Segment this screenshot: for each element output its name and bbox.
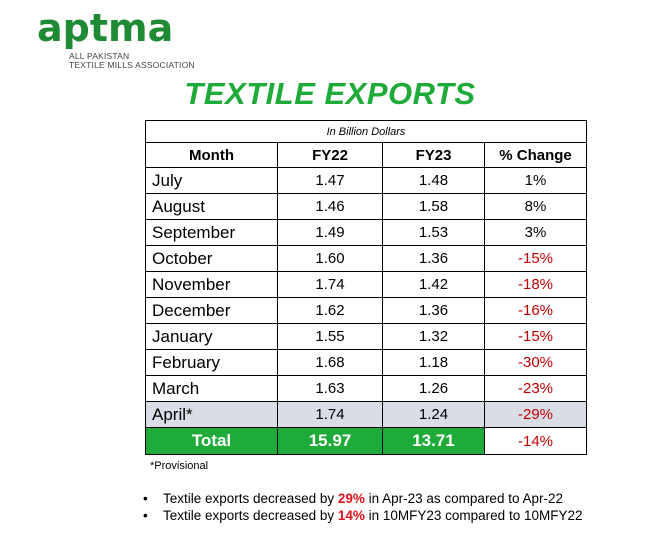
change-cell: -29%: [484, 401, 587, 428]
fy22-cell: 1.49: [277, 219, 383, 246]
page-title: TEXTILE EXPORTS: [184, 76, 476, 111]
fy23-cell: 1.48: [382, 167, 485, 194]
table-row: July 1.47 1.48 1%: [145, 167, 587, 194]
fy23-cell: 1.36: [382, 245, 485, 272]
month-cell: April*: [145, 401, 278, 428]
change-cell: -16%: [484, 297, 587, 324]
header-row: Month FY22 FY23 % Change: [145, 142, 587, 168]
fy22-cell: 1.47: [277, 167, 383, 194]
change-cell: 3%: [484, 219, 587, 246]
fy23-cell: 1.53: [382, 219, 485, 246]
bullet-percent: 29%: [337, 491, 365, 506]
fy22-cell: 1.60: [277, 245, 383, 272]
bullet-text-post: in Apr-23 as compared to Apr-22: [364, 491, 563, 506]
header-month: Month: [145, 142, 278, 168]
unit-note: In Billion Dollars: [145, 120, 587, 143]
month-cell: August: [145, 193, 278, 220]
unit-row: In Billion Dollars: [145, 120, 587, 143]
table-row: August 1.46 1.58 8%: [145, 193, 587, 220]
total-change: -14%: [484, 427, 587, 455]
table-row: September 1.49 1.53 3%: [145, 219, 587, 246]
fy23-cell: 1.36: [382, 297, 485, 324]
fy23-cell: 1.18: [382, 349, 485, 376]
fy22-cell: 1.62: [277, 297, 383, 324]
header-fy22: FY22: [277, 142, 383, 168]
table-row: February 1.68 1.18 -30%: [145, 349, 587, 376]
month-cell: July: [145, 167, 278, 194]
fy22-cell: 1.74: [277, 401, 383, 428]
footnote: *Provisional: [150, 460, 209, 472]
fy23-cell: 1.58: [382, 193, 485, 220]
logo-wordmark: aptma: [37, 6, 174, 50]
fy22-cell: 1.46: [277, 193, 383, 220]
logo-subtitle-line1: ALL PAKISTAN: [69, 51, 130, 61]
month-cell: October: [145, 245, 278, 272]
bullet-percent: 14%: [337, 508, 365, 523]
fy22-cell: 1.63: [277, 375, 383, 402]
bullet-list: • Textile exports decreased by 29% in Apr…: [143, 490, 582, 524]
month-cell: November: [145, 271, 278, 298]
month-cell: March: [145, 375, 278, 402]
fy23-cell: 1.26: [382, 375, 485, 402]
table-row: October 1.60 1.36 -15%: [145, 245, 587, 272]
total-fy22: 15.97: [277, 427, 383, 455]
change-cell: 8%: [484, 193, 587, 220]
bullet-text-post: in 10MFY23 compared to 10MFY22: [364, 508, 583, 523]
bullet-item: • Textile exports decreased by 14% in 10M…: [143, 507, 582, 524]
fy23-cell: 1.42: [382, 271, 485, 298]
total-label: Total: [145, 427, 278, 455]
logo-subtitle: ALL PAKISTAN TEXTILE MILLS ASSOCIATION: [69, 52, 195, 70]
bullet-text-pre: Textile exports decreased by: [163, 491, 338, 506]
fy23-cell: 1.24: [382, 401, 485, 428]
change-cell: -15%: [484, 245, 587, 272]
table-body: July 1.47 1.48 1% August 1.46 1.58 8% September 1…: [145, 167, 587, 428]
header-fy23: FY23: [382, 142, 485, 168]
exports-table-container: In Billion Dollars Month FY22 FY23 % Cha…: [145, 120, 587, 455]
table-row: January 1.55 1.32 -15%: [145, 323, 587, 350]
bullet-dot-icon: •: [143, 508, 148, 523]
bullet-text-pre: Textile exports decreased by: [163, 508, 338, 523]
month-cell: December: [145, 297, 278, 324]
month-cell: January: [145, 323, 278, 350]
change-cell: 1%: [484, 167, 587, 194]
header-change: % Change: [484, 142, 587, 168]
month-cell: February: [145, 349, 278, 376]
exports-table: In Billion Dollars Month FY22 FY23 % Cha…: [145, 120, 587, 455]
fy22-cell: 1.68: [277, 349, 383, 376]
change-cell: -30%: [484, 349, 587, 376]
total-row: Total 15.97 13.71 -14%: [145, 427, 587, 455]
bullet-dot-icon: •: [143, 491, 148, 506]
change-cell: -18%: [484, 271, 587, 298]
fy22-cell: 1.55: [277, 323, 383, 350]
aptma-logo: aptma ALL PAKISTAN TEXTILE MILLS ASSOCIA…: [37, 6, 195, 70]
month-cell: September: [145, 219, 278, 246]
table-row: April* 1.74 1.24 -29%: [145, 401, 587, 428]
fy23-cell: 1.32: [382, 323, 485, 350]
fy22-cell: 1.74: [277, 271, 383, 298]
table-row: March 1.63 1.26 -23%: [145, 375, 587, 402]
change-cell: -15%: [484, 323, 587, 350]
change-cell: -23%: [484, 375, 587, 402]
table-row: December 1.62 1.36 -16%: [145, 297, 587, 324]
logo-subtitle-line2: TEXTILE MILLS ASSOCIATION: [69, 60, 195, 70]
table-row: November 1.74 1.42 -18%: [145, 271, 587, 298]
total-fy23: 13.71: [382, 427, 485, 455]
bullet-item: • Textile exports decreased by 29% in Apr…: [143, 490, 582, 507]
